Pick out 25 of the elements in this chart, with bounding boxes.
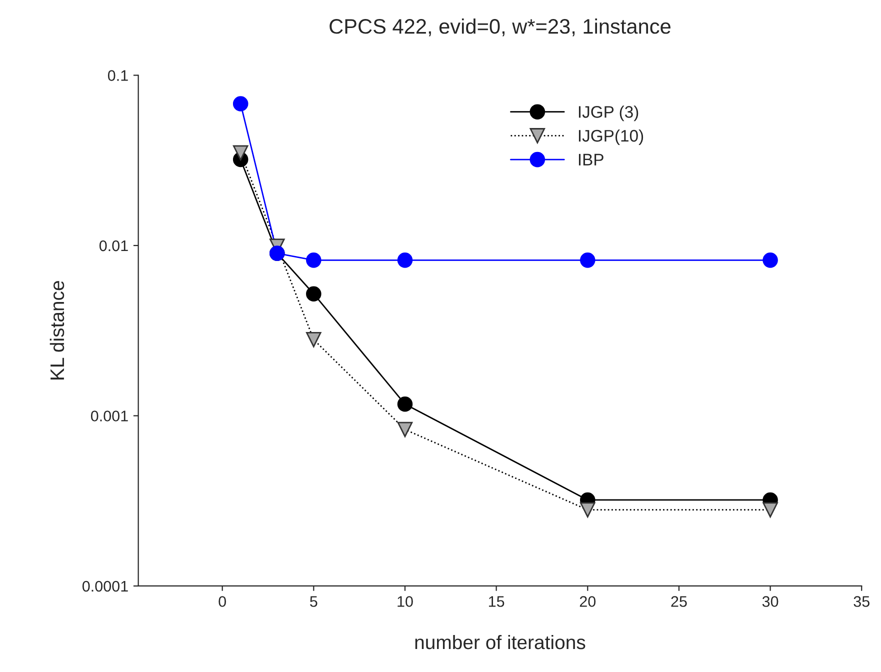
point [232, 96, 248, 112]
x-axis-title: number of iterations [415, 634, 586, 650]
x-tick-label: 30 [762, 596, 778, 607]
y-tick-label: 0.01 [99, 240, 128, 252]
point [762, 252, 778, 268]
legend-label: IJGP (3) [578, 106, 638, 122]
y-axis-title: KL distance [50, 281, 64, 380]
point [306, 252, 322, 268]
point [397, 252, 413, 268]
x-tick-label: 10 [398, 596, 413, 607]
y-tick-label: 0.0001 [82, 580, 128, 592]
y-tick-label: 0.001 [90, 410, 128, 422]
x-tick-label: 0 [218, 596, 226, 607]
x-tick-label: 35 [854, 596, 870, 607]
point [397, 396, 413, 412]
y-tick-label: 0.1 [108, 70, 128, 81]
x-tick-label: 5 [310, 596, 318, 607]
chart-title: CPCS 422, evid=0, w*=23, 1instance [330, 18, 670, 36]
legend-label: IJGP(10) [578, 129, 644, 145]
point [580, 252, 596, 268]
point [306, 286, 322, 302]
legend-label: IBP [578, 154, 604, 166]
x-tick-label: 25 [671, 596, 687, 607]
x-tick-label: 20 [580, 596, 596, 607]
x-tick-label: 15 [488, 596, 504, 607]
